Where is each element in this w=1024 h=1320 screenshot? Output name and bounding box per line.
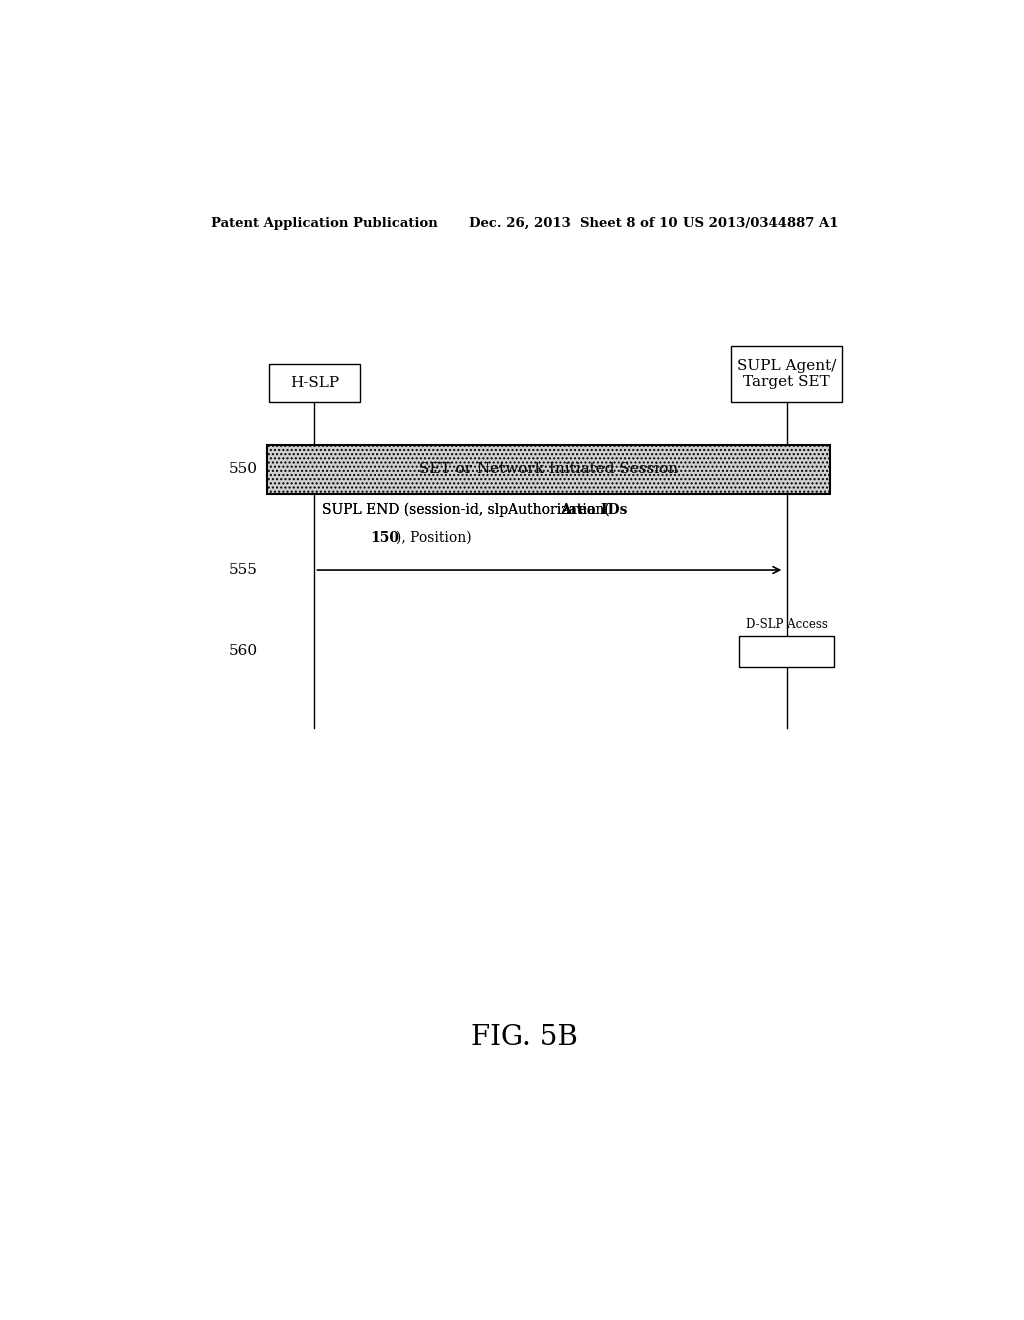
Text: D-SLP Access: D-SLP Access	[745, 618, 827, 631]
Text: SUPL END (session-id, slpAuthorization(: SUPL END (session-id, slpAuthorization(	[323, 503, 610, 517]
Text: 550: 550	[228, 462, 258, 477]
Bar	[731, 346, 843, 403]
Text: SUPL Agent/
Target SET: SUPL Agent/ Target SET	[737, 359, 837, 389]
Text: ), Position): ), Position)	[396, 531, 472, 545]
Text: 560: 560	[228, 644, 258, 659]
Text: Dec. 26, 2013  Sheet 8 of 10: Dec. 26, 2013 Sheet 8 of 10	[469, 216, 678, 230]
Text: Area IDs: Area IDs	[560, 503, 628, 517]
Bar	[269, 364, 360, 403]
Bar	[267, 445, 830, 494]
Text: Patent Application Publication: Patent Application Publication	[211, 216, 438, 230]
Text: 150: 150	[370, 531, 399, 545]
Text: FIG. 5B: FIG. 5B	[471, 1024, 579, 1051]
Text: 555: 555	[228, 564, 257, 577]
Bar	[739, 636, 835, 667]
Text: SET or Network Initiated Session: SET or Network Initiated Session	[419, 462, 678, 477]
Text: US 2013/0344887 A1: US 2013/0344887 A1	[683, 216, 839, 230]
Text: SUPL END (session-id, slpAuthorization(: SUPL END (session-id, slpAuthorization(	[323, 503, 610, 517]
Text: H-SLP: H-SLP	[290, 376, 339, 389]
